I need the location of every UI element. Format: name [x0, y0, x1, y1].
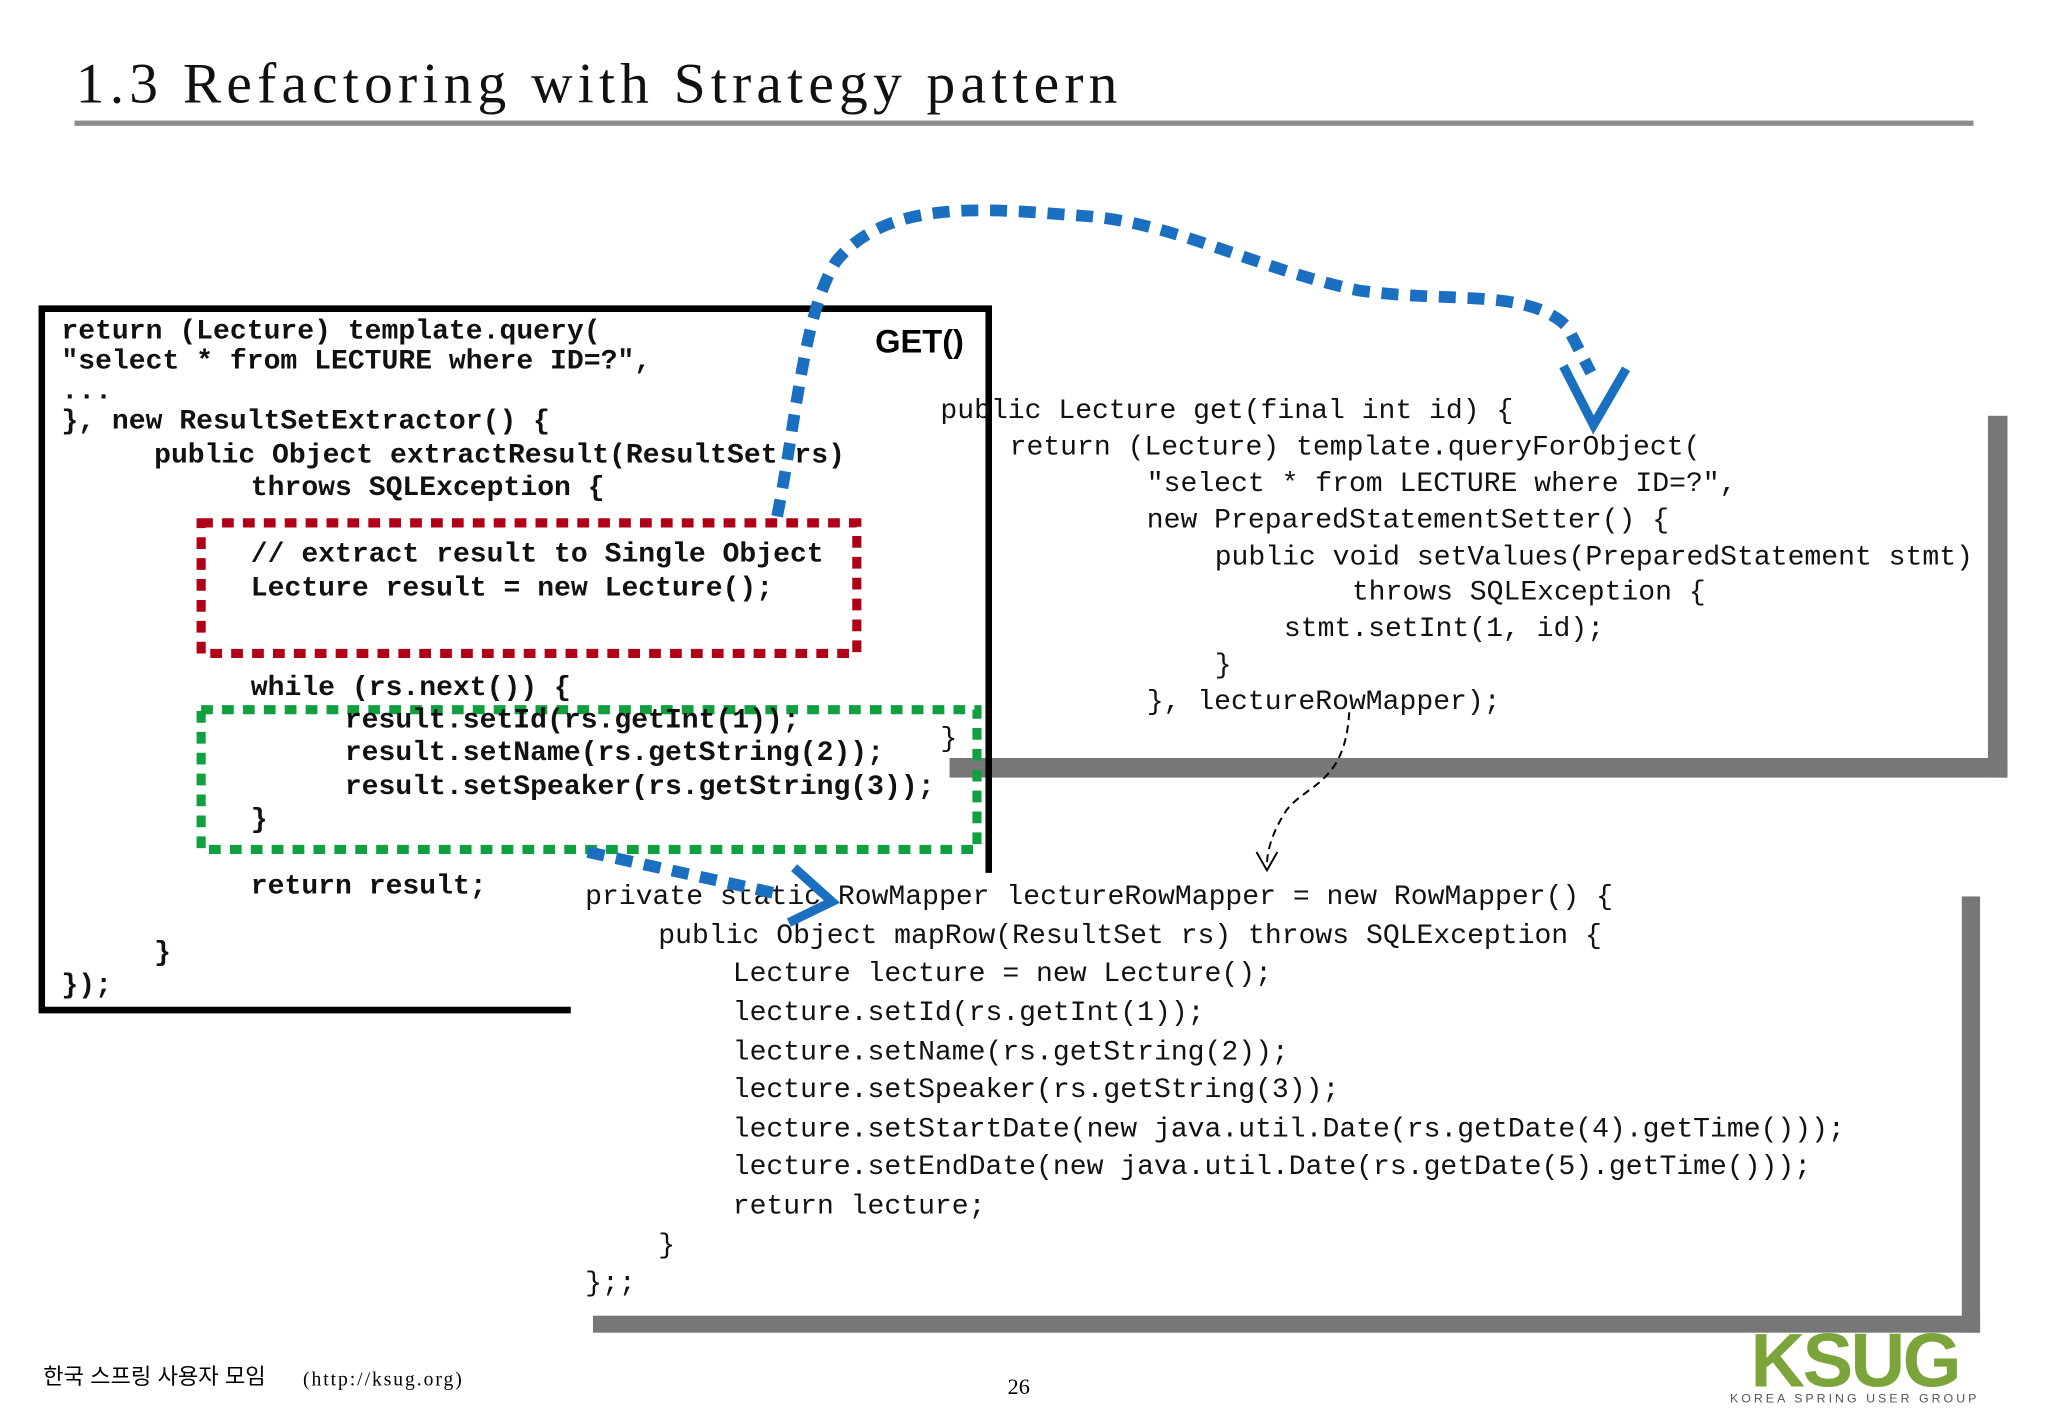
arrowhead [1255, 851, 1279, 873]
arrow-dotted [586, 846, 785, 901]
code-box [38, 305, 992, 1014]
code-line: };; [585, 1268, 636, 1299]
arrowhead [786, 864, 841, 927]
code-line: ... [61, 376, 112, 407]
code-line: "select * from LECTURE where ID=?", [1147, 469, 1737, 500]
code-line: public void setValues(PreparedStatement … [1215, 542, 1973, 573]
code-line: result.setSpeaker(rs.getString(3)); [345, 772, 935, 803]
highlight-red [196, 518, 862, 659]
panel-shadow [592, 1315, 1981, 1333]
code-line: throws SQLException { [1352, 578, 1706, 609]
code-line: while (rs.next()) { [251, 673, 571, 704]
code-line: public Lecture get(final int id) { [940, 396, 1513, 427]
code-line: return result; [251, 871, 487, 902]
code-line: Lecture lecture = new Lecture(); [733, 959, 1272, 990]
code-line: result.setName(rs.getString(2)); [345, 738, 884, 769]
code-line: result.setId(rs.getInt(1)); [345, 706, 800, 737]
code-line: new PreparedStatementSetter() { [1147, 506, 1669, 537]
arrow-dashed [1265, 712, 1351, 866]
code-line: lecture.setSpeaker(rs.getString(3)); [733, 1075, 1340, 1106]
code-line: lecture.setName(rs.getString(2)); [733, 1037, 1289, 1068]
footer-url: (http://ksug.org) [303, 1370, 464, 1391]
code-line: }, lectureRowMapper); [1147, 687, 1501, 718]
arrowhead [1559, 364, 1631, 435]
title: 1.3 Refactoring with Strategy pattern [76, 52, 1123, 115]
code-line: private static RowMapper lectureRowMappe… [585, 882, 1613, 913]
logo-tagline: KOREA SPRING USER GROUP [1730, 1392, 1979, 1406]
code-line: } [1215, 651, 1232, 682]
code-line: // extract result to Single Object [251, 540, 824, 571]
code-line: }); [61, 971, 112, 1002]
code-line: lecture.setId(rs.getInt(1)); [733, 998, 1205, 1029]
code-line: throws SQLException { [251, 473, 605, 504]
title-rule [74, 120, 1974, 126]
code-line: return (Lecture) template.query( [61, 316, 600, 347]
logo: KSUG [1750, 1319, 1958, 1404]
code-line: public Object mapRow(ResultSet rs) throw… [658, 921, 1602, 952]
panel-shadow [949, 757, 2008, 778]
code-line: } [154, 938, 171, 969]
code-line: Lecture result = new Lecture(); [251, 574, 773, 605]
page-number: 26 [1008, 1374, 1030, 1399]
code-line: return (Lecture) template.queryForObject… [1010, 433, 1701, 464]
code-line: return lecture; [733, 1191, 986, 1222]
footer-org: 한국 스프링 사용자 모임 [43, 1364, 266, 1389]
arrow-dotted [771, 204, 1597, 518]
code-line: stmt.setInt(1, id); [1284, 614, 1604, 645]
code-line: }, new ResultSetExtractor() { [61, 406, 550, 437]
code-line: public Object extractResult(ResultSet rs… [154, 440, 845, 471]
panel-shadow [1961, 896, 1981, 1333]
code-line: } [251, 805, 268, 836]
code-line: } [658, 1231, 675, 1262]
code-line: "select * from LECTURE where ID=?", [61, 346, 651, 377]
code-line: lecture.setEndDate(new java.util.Date(rs… [733, 1152, 1811, 1183]
code-line: } [940, 724, 957, 755]
get-label: GET() [875, 323, 964, 360]
code-line: lecture.setStartDate(new java.util.Date(… [733, 1114, 1845, 1145]
panel-shadow [1987, 415, 2008, 778]
